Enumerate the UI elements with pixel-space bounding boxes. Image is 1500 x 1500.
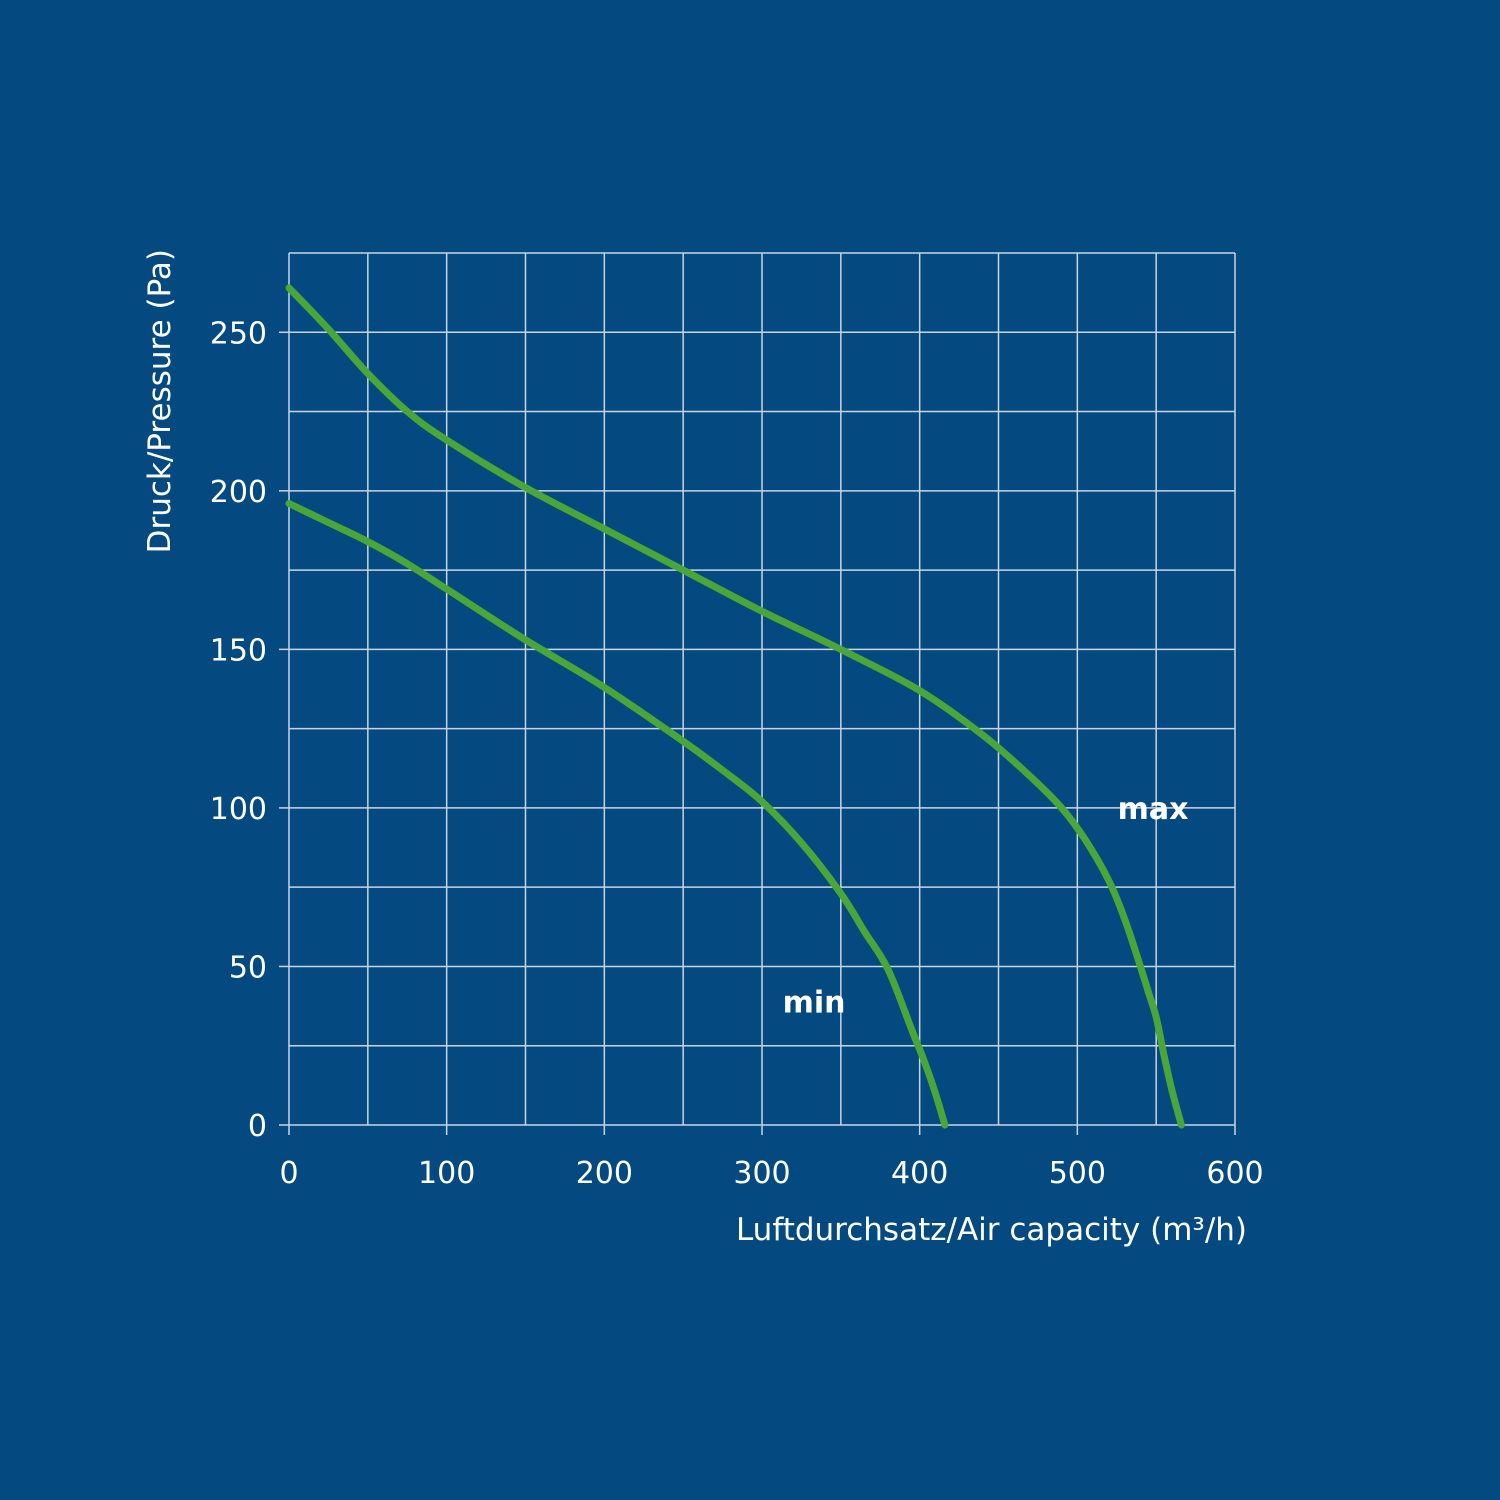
x-tick-label: 400 (891, 1156, 948, 1191)
x-tick-label: 300 (733, 1156, 790, 1191)
series-label-max: max (1118, 792, 1189, 827)
y-tick-label: 100 (210, 792, 267, 827)
x-axis-label: Luftdurchsatz/Air capacity (m³/h) (736, 1212, 1247, 1248)
series-labels: max min (783, 792, 1189, 1020)
x-tick-label: 600 (1206, 1156, 1263, 1191)
series-label-min: min (783, 985, 846, 1020)
series-curves (285, 284, 1185, 1129)
y-tick-label: 200 (210, 475, 267, 510)
y-tick-label: 0 (248, 1109, 267, 1144)
x-tick-label: 500 (1049, 1156, 1106, 1191)
y-axis-label: Druck/Pressure (Pa) (142, 249, 178, 553)
grid-lines (279, 252, 1236, 1135)
y-tick-label: 250 (210, 316, 267, 351)
y-tick-label: 150 (210, 633, 267, 668)
x-tick-labels: 0 100 200 300 400 500 600 (279, 1156, 1263, 1191)
x-tick-label: 0 (279, 1156, 298, 1191)
y-tick-labels: 0 50 100 150 200 250 (210, 316, 267, 1144)
y-tick-label: 50 (229, 950, 267, 985)
series-line-min (285, 500, 949, 1129)
x-tick-label: 100 (418, 1156, 475, 1191)
series-line-max (285, 284, 1185, 1129)
x-tick-label: 200 (576, 1156, 633, 1191)
